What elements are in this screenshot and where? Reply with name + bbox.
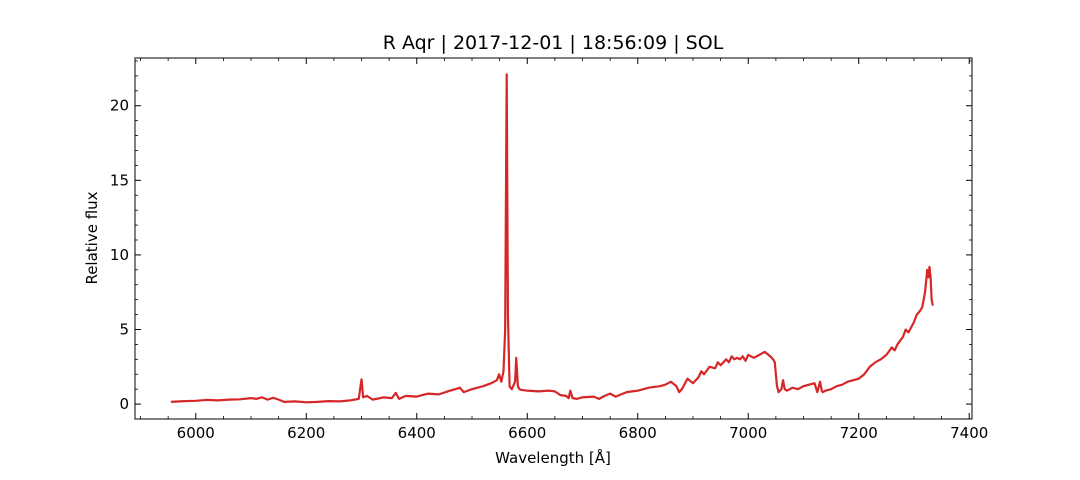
- spectrum-line: [170, 73, 934, 404]
- y-axis-label: Relative flux: [83, 191, 101, 284]
- chart-title: R Aqr | 2017-12-01 | 18:56:09 | SOL: [383, 32, 724, 54]
- x-tick-label: 6600: [508, 424, 546, 442]
- x-tick-label: 7000: [729, 424, 767, 442]
- x-tick-label: 6800: [619, 424, 657, 442]
- y-tick-label: 5: [119, 320, 129, 338]
- y-tick-label: 20: [110, 97, 129, 115]
- x-tick-label: 7200: [840, 424, 878, 442]
- plot-frame: [134, 57, 973, 420]
- y-tick-label: 0: [119, 395, 129, 413]
- y-tick-label: 10: [110, 246, 129, 264]
- series-layer: [170, 73, 934, 404]
- x-axis-label: Wavelength [Å]: [495, 448, 611, 467]
- y-tick-label: 15: [110, 171, 129, 189]
- x-tick-label: 7400: [950, 424, 988, 442]
- x-tick-label: 6200: [287, 424, 325, 442]
- x-tick-label: 6400: [398, 424, 436, 442]
- axis-ticks: 6000 6200 6400 6600 6800 7000 7200 7400 0 5 10 15 20: [110, 58, 988, 442]
- x-tick-label: 6000: [177, 424, 215, 442]
